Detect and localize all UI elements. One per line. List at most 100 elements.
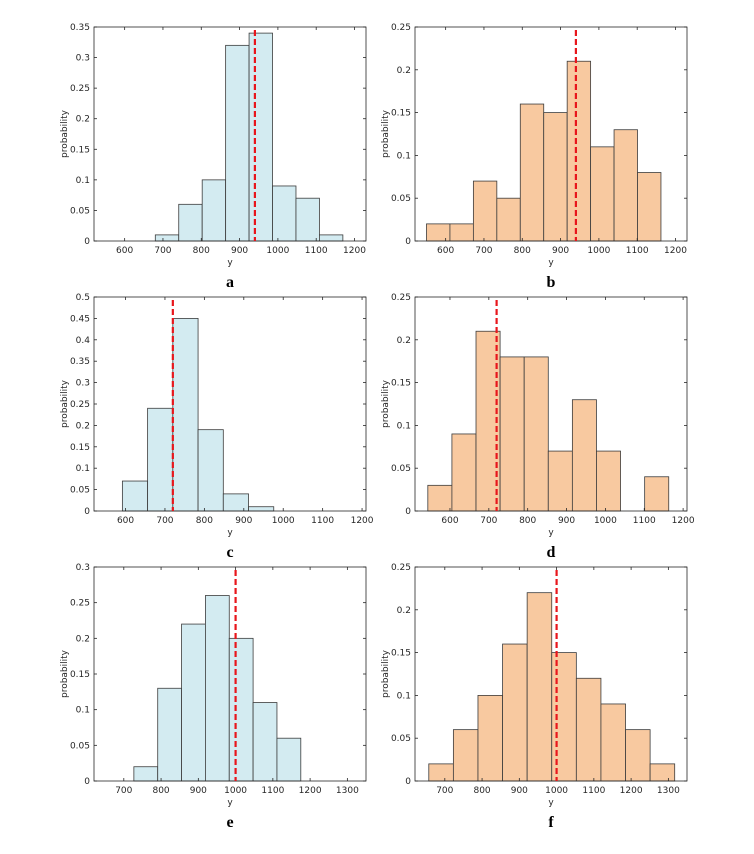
- histogram-bar: [644, 476, 670, 512]
- histogram-bar: [427, 484, 453, 512]
- histogram-bar: [178, 203, 203, 242]
- histogram-bar: [543, 112, 568, 242]
- histogram-bar: [276, 737, 302, 782]
- histogram-bar: [272, 185, 297, 242]
- y-tick-label: 0.05: [391, 194, 411, 204]
- panel-label: c: [226, 544, 233, 561]
- y-tick-label: 0: [84, 507, 90, 517]
- panel-label: a: [226, 274, 234, 291]
- histogram-bar: [319, 234, 344, 242]
- chart-panel-d: 600 700 800 900 1000 1100 1200 0 0.05 0.1 0.15 0.2 0…: [381, 293, 695, 561]
- y-tick-label: 0.35: [70, 357, 90, 367]
- y-tick-label: 0.5: [76, 293, 90, 303]
- x-tick-label: 1000: [272, 516, 295, 526]
- histogram-bar: [596, 450, 621, 512]
- y-tick-label: 0.2: [76, 421, 90, 431]
- chart-panel-e: 700 800 900 1000 1100 1200 1300 0 0.05 0.1 0.15 0.2…: [60, 563, 367, 831]
- histogram-bar: [205, 595, 230, 782]
- histogram-bar: [197, 429, 224, 512]
- histogram-bar: [590, 146, 615, 242]
- x-tick-label: 1000: [587, 246, 610, 256]
- histogram-bar: [252, 702, 278, 782]
- plot-frame: [93, 296, 367, 512]
- x-tick-label: 1200: [672, 516, 695, 526]
- histogram-bar: [613, 129, 638, 242]
- y-tick-label: 0.25: [391, 293, 411, 303]
- x-tick-label: 600: [117, 516, 134, 526]
- x-tick-label: 1000: [224, 786, 247, 796]
- y-tick-label: 0.25: [391, 563, 411, 573]
- y-tick-label: 0.05: [391, 734, 411, 744]
- y-axis-label: probability: [60, 649, 70, 698]
- histogram-bar: [248, 506, 275, 512]
- x-tick-label: 900: [190, 786, 207, 796]
- y-tick-label: 0.45: [70, 314, 90, 324]
- x-tick-label: 900: [552, 246, 569, 256]
- y-tick-label: 0.2: [397, 606, 411, 616]
- histogram-bar: [499, 356, 525, 512]
- panel-label: f: [548, 814, 554, 831]
- y-tick-label: 0.2: [397, 336, 411, 346]
- y-tick-label: 0.15: [70, 670, 90, 680]
- x-tick-label: 700: [480, 516, 497, 526]
- y-tick-label: 0.15: [391, 649, 411, 659]
- chart-panel-a: 600 700 800 900 1000 1100 1200 0 0.05 0.1 0.15 0.2 0…: [60, 23, 367, 291]
- x-tick-label: 1100: [582, 786, 605, 796]
- plot-frame: [414, 296, 688, 512]
- y-tick-label: 0.1: [397, 151, 411, 161]
- y-axis-label: probability: [60, 379, 70, 428]
- y-tick-label: 0.35: [70, 23, 90, 33]
- histogram-bar: [121, 480, 149, 512]
- x-axis-label: y: [227, 528, 233, 538]
- histogram-bar: [451, 433, 477, 512]
- y-tick-label: 0.2: [397, 66, 411, 76]
- histogram-bar: [248, 32, 273, 242]
- y-tick-label: 0.2: [76, 115, 90, 125]
- x-tick-label: 1300: [657, 786, 680, 796]
- x-axis-label: y: [548, 528, 554, 538]
- x-tick-label: 600: [441, 516, 458, 526]
- x-axis-label: y: [227, 258, 233, 268]
- y-tick-label: 0: [84, 777, 90, 787]
- y-tick-label: 0.1: [76, 176, 90, 186]
- x-tick-label: 600: [116, 246, 133, 256]
- histogram-bar: [222, 493, 249, 512]
- y-axis-label: probability: [60, 109, 70, 158]
- y-tick-label: 0.4: [76, 336, 91, 346]
- y-tick-label: 0.1: [397, 691, 411, 701]
- x-tick-label: 800: [473, 786, 490, 796]
- x-tick-label: 1200: [664, 246, 687, 256]
- x-axis-label: y: [227, 798, 233, 808]
- x-tick-label: 800: [196, 516, 213, 526]
- histogram-bar: [649, 763, 676, 782]
- x-tick-label: 800: [152, 786, 169, 796]
- histogram-bar: [575, 677, 602, 782]
- x-tick-label: 800: [514, 246, 531, 256]
- y-tick-label: 0.2: [76, 634, 90, 644]
- x-tick-label: 1100: [261, 786, 284, 796]
- chart-panel-f: 700 800 900 1000 1100 1200 1300 0 0.05 0.1 0.15 0.2…: [381, 563, 688, 831]
- x-tick-label: 1100: [626, 246, 649, 256]
- histogram-bar: [523, 356, 549, 512]
- histogram-bar: [449, 223, 474, 242]
- y-tick-label: 0.3: [76, 379, 90, 389]
- chart-panel-c: 600 700 800 900 1000 1100 1200 0 0.05 0.1 0.15 0.2 0…: [60, 293, 374, 561]
- x-tick-label: 1000: [266, 246, 289, 256]
- histogram-bar: [600, 703, 626, 782]
- x-tick-label: 1100: [311, 516, 334, 526]
- y-tick-label: 0: [405, 777, 411, 787]
- x-tick-label: 700: [156, 516, 173, 526]
- x-tick-label: 1200: [343, 246, 366, 256]
- x-tick-label: 1100: [305, 246, 328, 256]
- x-tick-label: 900: [558, 516, 575, 526]
- histogram-bar: [181, 623, 206, 782]
- plot-frame: [414, 26, 688, 242]
- y-axis-label: probability: [381, 109, 391, 158]
- y-tick-label: 0.15: [391, 109, 411, 119]
- histogram-bar: [154, 234, 180, 242]
- y-tick-label: 0.15: [70, 443, 90, 453]
- chart-panel-b: 600 700 800 900 1000 1100 1200 0 0.05 0.1 0.15 0.2 0…: [381, 23, 688, 291]
- histogram-bar: [472, 180, 498, 242]
- y-tick-label: 0.25: [70, 400, 90, 410]
- panel-label: b: [547, 274, 556, 291]
